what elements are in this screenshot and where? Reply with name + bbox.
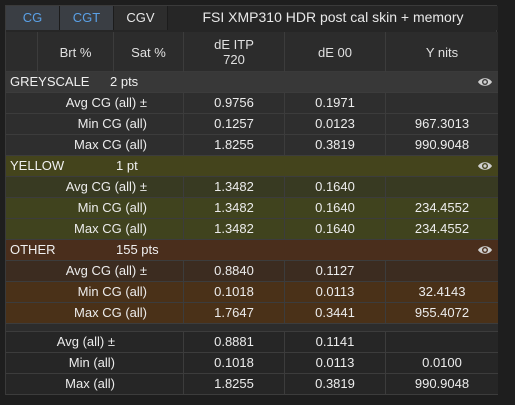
cell-ynits: 0.0100 — [422, 355, 462, 370]
row-label: Max CG (all) — [6, 219, 184, 239]
cell-de00: 0.1640 — [285, 177, 386, 197]
cell-de00: 0.1640 — [285, 198, 386, 218]
table-row: Avg CG (all) ± 1.3482 0.1640 — [6, 177, 498, 198]
row-label: Min CG (all) — [6, 198, 184, 218]
cell-de00: 0.1141 — [285, 332, 386, 352]
section-count: 2 pts — [110, 74, 139, 89]
header-spacer — [6, 32, 38, 72]
section-name: OTHER — [10, 242, 56, 257]
section-greyscale[interactable]: GREYSCALE 2 pts — [6, 72, 498, 93]
cell-de-itp: 0.8881 — [184, 332, 285, 352]
cell-de-itp: 1.3482 — [184, 219, 285, 239]
header-de-itp[interactable]: dE ITP 720 — [184, 32, 285, 72]
cell-ynits: 32.4143 — [418, 284, 466, 299]
header-ynits[interactable]: Y nits — [425, 44, 459, 60]
row-label: Min (all) — [6, 353, 184, 373]
results-table: GREYSCALE 2 pts Avg CG (all) ± 0.9756 0.… — [6, 72, 498, 395]
cell-de-itp: 1.8255 — [184, 135, 285, 155]
cell-de00: 0.1971 — [285, 93, 386, 113]
cell-de-itp: 0.1018 — [184, 282, 285, 302]
cell-de-itp: 0.9756 — [184, 93, 285, 113]
cell-de00: 0.0123 — [285, 114, 386, 134]
row-label: Avg CG (all) ± — [6, 93, 184, 113]
cell-de00: 0.1127 — [285, 261, 386, 281]
section-count: 1 pt — [116, 158, 138, 173]
header-de-itp-line2: 720 — [223, 52, 245, 67]
table-row: Min CG (all) 0.1018 0.0113 32.4143 — [6, 282, 498, 303]
cell-de-itp: 1.3482 — [184, 198, 285, 218]
cell-de-itp: 0.1018 — [184, 353, 285, 373]
table-row: Max CG (all) 1.7647 0.3441 955.4072 — [6, 303, 498, 324]
section-name: YELLOW — [10, 158, 65, 173]
report-panel: CG CGT CGV FSI XMP310 HDR post cal skin … — [5, 5, 498, 395]
row-label: Max CG (all) — [6, 303, 184, 323]
cell-ynits: 967.3013 — [414, 116, 470, 131]
cell-de00: 0.0113 — [285, 353, 386, 373]
row-label: Min CG (all) — [6, 282, 184, 302]
row-label: Min CG (all) — [6, 114, 184, 134]
cell-de-itp: 0.1257 — [184, 114, 285, 134]
row-label: Avg CG (all) ± — [6, 177, 184, 197]
section-count: 155 pts — [116, 242, 159, 257]
cell-de00: 0.3819 — [285, 135, 386, 155]
cell-de00: 0.0113 — [285, 282, 386, 302]
header-brt[interactable]: Brt % — [38, 32, 114, 72]
table-row: Max CG (all) 1.8255 0.3819 990.9048 — [6, 135, 498, 156]
table-row: Avg CG (all) ± 0.8840 0.1127 — [6, 261, 498, 282]
row-label: Avg (all) ± — [6, 332, 184, 352]
report-title: FSI XMP310 HDR post cal skin + memory — [168, 6, 498, 30]
table-row: Min CG (all) 0.1257 0.0123 967.3013 — [6, 114, 498, 135]
column-header-row: Brt % Sat % dE ITP 720 dE 00 Y nits — [6, 32, 498, 72]
header-sat[interactable]: Sat % — [114, 32, 184, 72]
section-name: GREYSCALE — [10, 74, 90, 89]
cell-ynits: 990.9048 — [414, 137, 470, 152]
section-yellow[interactable]: YELLOW 1 pt — [6, 156, 498, 177]
eye-icon[interactable] — [477, 159, 493, 173]
section-other[interactable]: OTHER 155 pts — [6, 240, 498, 261]
row-label: Max (all) — [6, 374, 184, 394]
row-label: Avg CG (all) ± — [6, 261, 184, 281]
cell-de-itp: 0.8840 — [184, 261, 285, 281]
cell-de-itp: 1.3482 — [184, 177, 285, 197]
totals-row: Avg (all) ± 0.8881 0.1141 — [6, 332, 498, 353]
tab-cg[interactable]: CG — [6, 6, 60, 30]
cell-ynits — [386, 93, 498, 113]
cell-de00: 0.3819 — [285, 374, 386, 394]
cell-ynits: 990.9048 — [414, 376, 470, 391]
cell-de00: 0.3441 — [285, 303, 386, 323]
cell-ynits: 234.4552 — [414, 200, 470, 215]
eye-icon[interactable] — [477, 243, 493, 257]
cell-de-itp: 1.7647 — [184, 303, 285, 323]
cell-ynits — [386, 177, 498, 197]
tab-cgt[interactable]: CGT — [60, 6, 114, 30]
tab-bar: CG CGT CGV — [6, 6, 168, 30]
tab-cgv[interactable]: CGV — [114, 6, 168, 30]
totals-row: Min (all) 0.1018 0.0113 0.0100 — [6, 353, 498, 374]
header-de00[interactable]: dE 00 — [285, 32, 386, 72]
cell-ynits: 955.4072 — [414, 305, 470, 320]
cell-ynits: 234.4552 — [414, 221, 470, 236]
table-row: Min CG (all) 1.3482 0.1640 234.4552 — [6, 198, 498, 219]
totals-row: Max (all) 1.8255 0.3819 990.9048 — [6, 374, 498, 395]
eye-icon[interactable] — [477, 75, 493, 89]
cell-de00: 0.1640 — [285, 219, 386, 239]
cell-de-itp: 1.8255 — [184, 374, 285, 394]
table-spacer — [6, 324, 498, 332]
cell-ynits — [386, 261, 498, 281]
row-label: Max CG (all) — [6, 135, 184, 155]
table-row: Max CG (all) 1.3482 0.1640 234.4552 — [6, 219, 498, 240]
cell-ynits — [386, 332, 498, 352]
table-row: Avg CG (all) ± 0.9756 0.1971 — [6, 93, 498, 114]
header-de-itp-line1: dE ITP — [214, 37, 254, 52]
